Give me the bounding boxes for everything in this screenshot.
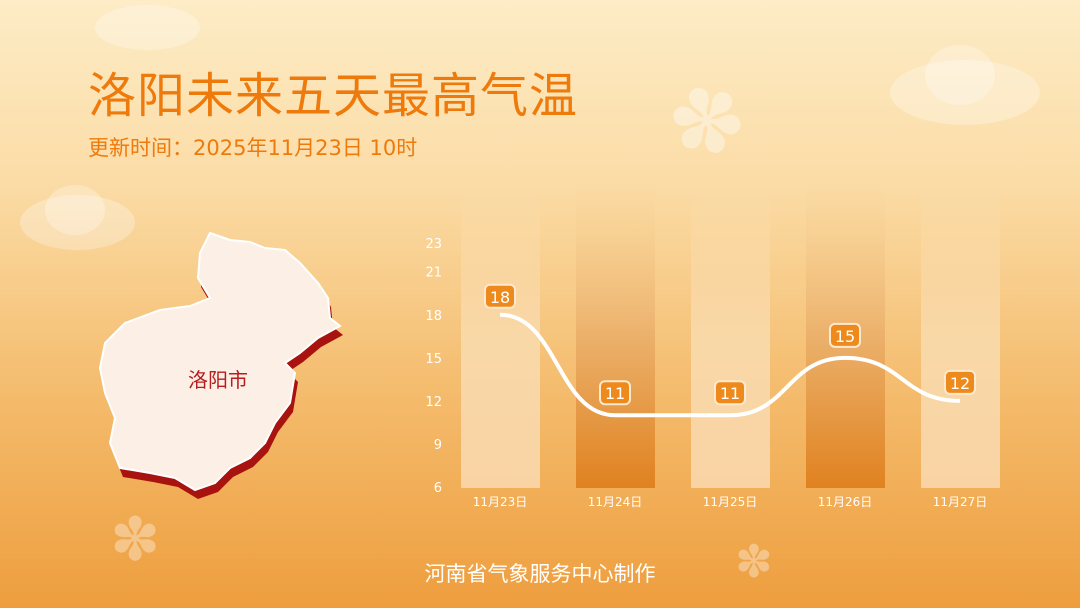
y-tick-label: 9 — [434, 438, 442, 453]
page-title: 洛阳未来五天最高气温 — [88, 68, 579, 124]
data-label-box — [829, 322, 861, 348]
cloud-decoration — [925, 45, 995, 105]
footer-credit: 河南省气象服务中心制作 — [424, 562, 656, 586]
y-tick-label: 6 — [434, 481, 442, 496]
y-tick-label: 18 — [425, 309, 442, 324]
y-tick-label: 12 — [425, 395, 442, 410]
column-band — [921, 190, 1000, 488]
x-tick-label: 11月26日 — [818, 495, 873, 509]
x-tick-label: 11月25日 — [703, 495, 758, 509]
x-tick-label: 11月24日 — [588, 495, 643, 509]
data-label-box — [599, 380, 631, 406]
y-tick-label: 15 — [425, 352, 442, 367]
cloud-decoration — [20, 195, 135, 250]
maple-leaf-icon: ✽ — [735, 535, 773, 588]
data-label-box — [944, 369, 976, 395]
data-label: 11 — [605, 384, 625, 403]
data-label-box — [484, 283, 516, 309]
data-label: 12 — [950, 374, 970, 393]
data-label-box — [714, 380, 746, 406]
temperature-line — [499, 312, 961, 418]
maple-leaf-icon: ✽ — [110, 505, 161, 575]
data-label: 18 — [490, 288, 510, 307]
data-label: 11 — [720, 384, 740, 403]
cloud-decoration — [45, 185, 105, 235]
x-tick-label: 11月23日 — [473, 495, 528, 509]
cloud-decoration — [95, 5, 200, 50]
city-label: 洛阳市 — [188, 368, 248, 392]
map-body — [98, 231, 342, 492]
y-tick-label: 23 — [425, 237, 442, 252]
update-time: 更新时间：2025年11月23日 10时 — [88, 136, 418, 160]
x-tick-label: 11月27日 — [933, 495, 988, 509]
column-band — [576, 190, 655, 488]
luoyang-map — [98, 231, 343, 499]
cloud-decoration — [890, 60, 1040, 125]
column-band — [691, 190, 770, 488]
column-band — [461, 190, 540, 488]
data-label: 15 — [835, 327, 855, 346]
y-tick-label: 21 — [425, 266, 442, 281]
